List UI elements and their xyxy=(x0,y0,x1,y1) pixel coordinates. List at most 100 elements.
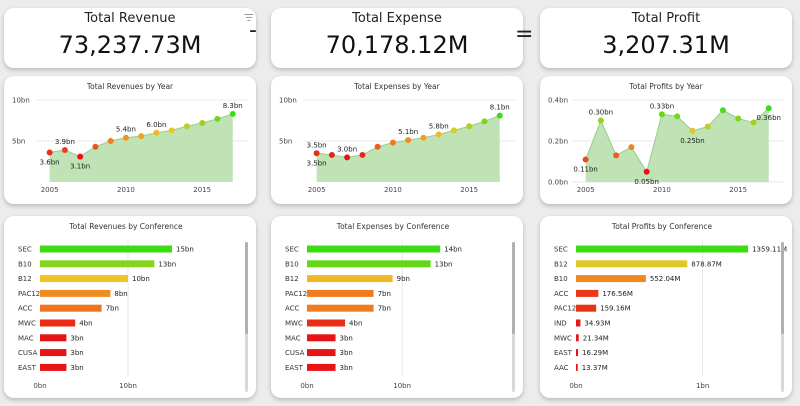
data-point xyxy=(466,123,473,130)
kpi-title-expense: Total Expense xyxy=(352,11,442,26)
data-point xyxy=(689,127,696,134)
profits-by-conference-card[interactable]: Total Profits by Conference 0bn 1bn SEC 1359… xyxy=(540,216,792,398)
x-tick-label: 2010 xyxy=(117,186,135,194)
data-label: 0.33bn xyxy=(650,102,674,110)
expenses-by-year-card[interactable]: Total Expenses by Year 5bn 10bn 2005 2010 201… xyxy=(271,76,523,204)
category-label: CUSA xyxy=(285,349,305,357)
bar xyxy=(40,334,67,342)
bar-value-label: 13.37M xyxy=(582,364,608,372)
category-label: PAC12 xyxy=(554,305,576,313)
data-label: 0.30bn xyxy=(589,109,613,117)
data-point xyxy=(435,131,442,138)
category-label: B12 xyxy=(18,275,32,283)
bar-value-label: 3bn xyxy=(340,349,353,357)
data-label: 0.05bn xyxy=(634,178,658,186)
bar xyxy=(307,245,441,253)
bar-value-label: 3bn xyxy=(70,364,83,372)
x-tick-label: 2010 xyxy=(653,186,671,194)
bar-value-label: 7bn xyxy=(378,290,391,298)
bar-value-label: 159.16M xyxy=(600,305,631,313)
category-label: AAC xyxy=(554,364,569,372)
bar xyxy=(40,304,102,312)
bar xyxy=(40,275,128,283)
scrollbar-thumb[interactable] xyxy=(245,242,248,334)
data-point xyxy=(735,115,742,122)
y-tick-label: 5bn xyxy=(12,138,25,146)
kpi-title-revenue: Total Revenue xyxy=(84,11,176,26)
bar xyxy=(576,289,599,297)
bar xyxy=(40,289,111,297)
kpi-card-revenue[interactable]: Total Revenue 73,237.73M xyxy=(4,8,256,68)
data-point xyxy=(214,115,221,122)
data-point xyxy=(229,110,236,117)
data-point xyxy=(168,127,175,134)
kpi-title-profit: Total Profit xyxy=(631,11,701,26)
bar xyxy=(307,304,374,312)
chart-title: Total Revenues by Year xyxy=(86,82,174,91)
bar-value-label: 3bn xyxy=(70,349,83,357)
category-label: SEC xyxy=(554,246,568,254)
equals-operator: = xyxy=(515,22,534,47)
revenues-by-year-card[interactable]: Total Revenues by Year 5bn 10bn 2005 2010 201… xyxy=(4,76,256,204)
x-tick-label: 10bn xyxy=(393,382,411,390)
kpi-value-expense: 70,178.12M xyxy=(325,31,469,59)
bar-value-label: 16.29M xyxy=(582,349,608,357)
y-tick-label: 0.0bn xyxy=(548,179,568,187)
bar xyxy=(576,363,578,371)
bar-value-label: 4bn xyxy=(79,320,92,328)
y-tick-label: 5bn xyxy=(279,138,292,146)
expenses-by-conference-card[interactable]: Total Expenses by Conference 0bn 10bn SEC 14… xyxy=(271,216,523,398)
expenses-by-conference-chart: Total Expenses by Conference 0bn 10bn SEC 14… xyxy=(285,222,462,390)
data-label: 5.1bn xyxy=(398,128,418,136)
category-label: EAST xyxy=(285,364,304,372)
scrollbar-thumb[interactable] xyxy=(781,242,784,334)
data-point xyxy=(420,134,427,141)
category-label: SEC xyxy=(285,246,299,254)
data-label: 5.4bn xyxy=(116,126,136,134)
x-tick-label: 2005 xyxy=(41,186,59,194)
kpi-card-profit[interactable]: Total Profit 3,207.31M xyxy=(540,8,792,68)
data-label: 0.36bn xyxy=(757,114,781,122)
category-label: CUSA xyxy=(18,349,38,357)
bar-value-label: 4bn xyxy=(349,320,362,328)
data-point xyxy=(153,129,160,136)
data-label: 5.8bn xyxy=(429,122,449,130)
data-point xyxy=(450,127,457,134)
data-point xyxy=(719,107,726,114)
data-point xyxy=(46,149,53,156)
category-label: B10 xyxy=(18,260,32,268)
bar-value-label: 176.56M xyxy=(602,290,633,298)
bar xyxy=(40,245,172,253)
bar xyxy=(307,334,336,342)
profits-by-conference-chart: Total Profits by Conference 0bn 1bn SEC 1359… xyxy=(554,222,787,390)
bar xyxy=(307,260,431,268)
data-point xyxy=(658,111,665,118)
bar xyxy=(40,363,67,371)
category-label: MWC xyxy=(554,334,572,342)
bar-value-label: 3bn xyxy=(70,334,83,342)
x-tick-label: 2010 xyxy=(384,186,402,194)
filter-icon[interactable] xyxy=(244,13,254,22)
bar-value-label: 7bn xyxy=(106,305,119,313)
x-tick-label: 0bn xyxy=(300,382,313,390)
data-label: 3.5bn xyxy=(307,141,327,149)
data-label: 0.25bn xyxy=(680,137,704,145)
kpi-card-expense[interactable]: Total Expense 70,178.12M xyxy=(271,8,523,68)
profits-by-year-card[interactable]: Total Profits by Year 0.0bn 0.2bn 0.4bn 2005… xyxy=(540,76,792,204)
chart-title: Total Profits by Year xyxy=(628,82,703,91)
data-point xyxy=(704,123,711,130)
data-label: 8.3bn xyxy=(223,102,243,110)
data-label: 3.6bn xyxy=(40,158,60,166)
bar-value-label: 3bn xyxy=(340,334,353,342)
data-point xyxy=(183,123,190,130)
category-label: PAC12 xyxy=(18,290,40,298)
data-label: 6.0bn xyxy=(146,121,166,129)
bar xyxy=(40,349,67,357)
category-label: MAC xyxy=(18,334,34,342)
bar xyxy=(576,334,579,342)
expenses-by-year-chart: Total Expenses by Year 5bn 10bn 2005 2010 201… xyxy=(279,82,515,194)
revenues-by-conference-card[interactable]: Total Revenues by Conference 0bn 10bn SEC 15… xyxy=(4,216,256,398)
category-label: B12 xyxy=(285,275,299,283)
scrollbar-thumb[interactable] xyxy=(512,242,515,334)
data-label: 3.5bn xyxy=(307,159,327,167)
